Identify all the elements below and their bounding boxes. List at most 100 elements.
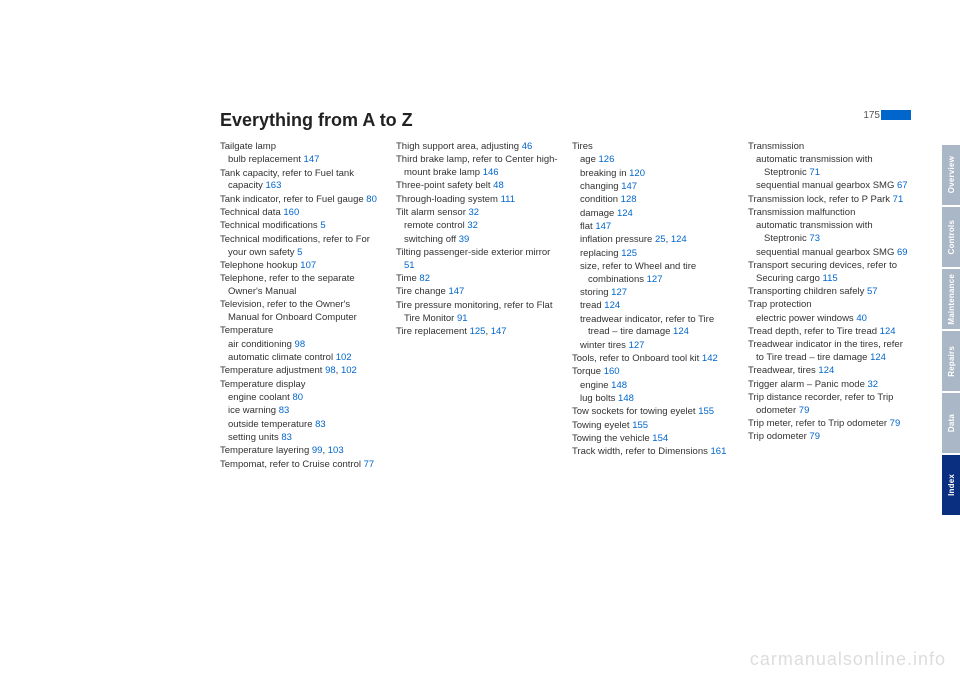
index-entry-text: inflation pressure [580,234,655,245]
side-tab-index[interactable]: Index [942,455,960,515]
page-reference[interactable]: 128 [621,194,637,205]
page-reference[interactable]: 77 [364,459,375,470]
page-reference[interactable]: 5 [320,220,325,231]
page-reference[interactable]: 79 [799,405,810,416]
page-reference[interactable]: 125 [621,248,637,259]
index-entry: outside temperature 83 [220,419,382,432]
page-reference[interactable]: 142 [702,353,718,364]
index-entry: electric power windows 40 [748,313,910,326]
index-entry: breaking in 120 [572,168,734,181]
page-reference[interactable]: 98 [295,339,306,350]
page-reference[interactable]: 51 [404,260,415,271]
page-reference[interactable]: 124 [880,326,896,337]
page-reference[interactable]: 107 [300,260,316,271]
index-entry-text: Time [396,273,419,284]
page-reference[interactable]: 126 [599,154,615,165]
page-reference[interactable]: 124 [617,208,633,219]
page-reference[interactable]: 147 [448,286,464,297]
page-reference[interactable]: 98 [325,365,336,376]
index-entry: tread 124 [572,300,734,313]
page-reference[interactable]: 32 [868,379,879,390]
page-reference[interactable]: 80 [292,392,303,403]
page-reference[interactable]: 146 [483,167,499,178]
page-reference[interactable]: 127 [611,287,627,298]
index-entry-text: Tread depth, refer to Tire tread [748,326,880,337]
index-entry: Tailgate lamp [220,141,382,154]
page-reference[interactable]: 127 [647,274,663,285]
page-reference[interactable]: 25 [655,234,666,245]
page-reference[interactable]: 69 [897,247,908,258]
page-reference[interactable]: 99 [312,445,323,456]
page-reference[interactable]: 71 [893,194,904,205]
page-reference[interactable]: 148 [618,393,634,404]
page-reference[interactable]: 79 [809,431,820,442]
page-heading: Everything from A to Z [220,110,910,131]
page-reference[interactable]: 124 [818,365,834,376]
page-reference[interactable]: 102 [336,352,352,363]
page-reference[interactable]: 163 [266,180,282,191]
page-reference[interactable]: 124 [604,300,620,311]
page-reference[interactable]: 115 [823,273,838,284]
index-entry: Tire change 147 [396,286,558,299]
page-reference[interactable]: 160 [604,366,620,377]
page-reference[interactable]: 147 [595,221,611,232]
page-reference[interactable]: 32 [467,220,478,231]
page-reference[interactable]: 160 [283,207,299,218]
index-column: Transmissionautomatic transmission with … [748,141,910,472]
page-reference[interactable]: 82 [419,273,430,284]
index-entry-text: Third brake lamp, refer to Center high-m… [396,154,558,178]
page-reference[interactable]: 83 [279,405,290,416]
index-entry-text: breaking in [580,168,629,179]
page-reference[interactable]: 73 [809,233,820,244]
page-reference[interactable]: 111 [501,194,515,205]
index-entry: damage 124 [572,208,734,221]
page-reference[interactable]: 124 [673,326,689,337]
index-entry: automatic climate control 102 [220,352,382,365]
page-reference[interactable]: 83 [315,419,326,430]
side-tab-overview[interactable]: Overview [942,145,960,205]
index-entry-text: Through-loading system [396,194,501,205]
page-reference[interactable]: 80 [366,194,377,205]
index-entry-text: Temperature adjustment [220,365,325,376]
page-reference[interactable]: 40 [856,313,867,324]
page-reference[interactable]: 79 [890,418,901,429]
side-tab-maintenance[interactable]: Maintenance [942,269,960,329]
page-reference[interactable]: 39 [459,234,470,245]
page-reference[interactable]: 67 [897,180,908,191]
index-entry-text: condition [580,194,621,205]
index-entry-text: bulb replacement [228,154,304,165]
index-entry-text: Towing eyelet [572,420,632,431]
page-reference[interactable]: 155 [632,420,648,431]
page-reference[interactable]: 46 [522,141,533,152]
page-reference[interactable]: 147 [491,326,507,337]
page-reference[interactable]: 91 [457,313,468,324]
page-reference[interactable]: 154 [652,433,668,444]
index-entry: size, refer to Wheel and tire combinatio… [572,261,734,287]
page-reference[interactable]: 125 [470,326,486,337]
page-reference[interactable]: 127 [629,340,645,351]
page-reference[interactable]: 103 [328,445,344,456]
page-reference[interactable]: 48 [493,180,504,191]
index-entry: Transmission lock, refer to P Park 71 [748,194,910,207]
page-reference[interactable]: 124 [671,234,687,245]
page-reference[interactable]: 32 [469,207,480,218]
page-reference[interactable]: 155 [698,406,714,417]
index-entry-text: Tank indicator, refer to Fuel gauge [220,194,366,205]
page-reference[interactable]: 147 [304,154,320,165]
page-reference[interactable]: 120 [629,168,645,179]
page-reference[interactable]: 124 [870,352,886,363]
side-tab-controls[interactable]: Controls [942,207,960,267]
index-entry-text: Trigger alarm – Panic mode [748,379,868,390]
index-entry: sequential manual gearbox SMG 69 [748,247,910,260]
page-reference[interactable]: 148 [611,380,627,391]
page-reference[interactable]: 161 [711,446,727,457]
side-tab-data[interactable]: Data [942,393,960,453]
page-reference[interactable]: 83 [281,432,292,443]
page-reference[interactable]: 5 [297,247,302,258]
side-tab-repairs[interactable]: Repairs [942,331,960,391]
page-reference[interactable]: 71 [809,167,820,178]
page-reference[interactable]: 147 [621,181,637,192]
page-reference[interactable]: 57 [867,286,878,297]
index-entry: automatic transmission with Steptronic 7… [748,154,910,180]
page-reference[interactable]: 102 [341,365,357,376]
